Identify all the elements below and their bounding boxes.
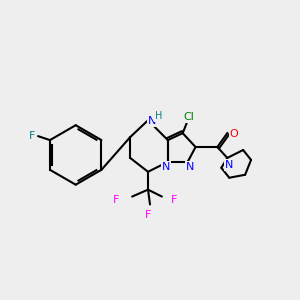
Text: O: O (230, 129, 239, 139)
Text: Cl: Cl (183, 112, 194, 122)
Text: F: F (29, 131, 35, 141)
Text: H: H (155, 111, 163, 121)
Text: F: F (113, 194, 119, 205)
Text: N: N (185, 162, 194, 172)
Text: F: F (171, 194, 177, 205)
Text: N: N (148, 116, 156, 126)
Text: N: N (162, 162, 170, 172)
Text: N: N (225, 160, 233, 170)
Text: F: F (145, 210, 151, 220)
